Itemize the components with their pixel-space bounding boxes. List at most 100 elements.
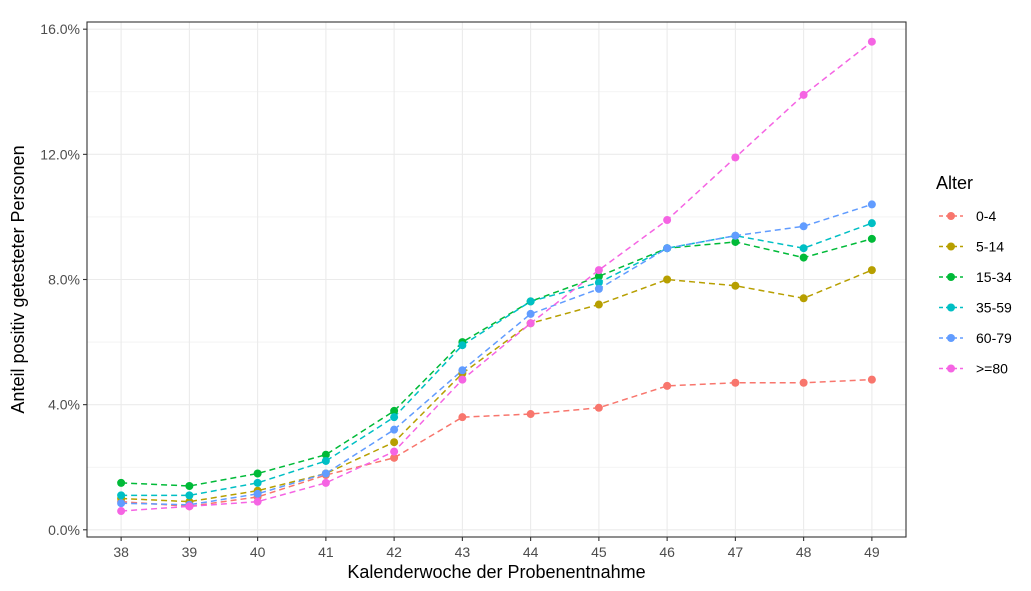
data-point [526, 297, 535, 306]
data-point [594, 266, 603, 275]
data-point [253, 469, 262, 478]
series-line [121, 203, 873, 506]
x-tick-label: 49 [864, 544, 880, 560]
legend-label: >=80 [976, 361, 1008, 377]
data-point [390, 413, 399, 422]
data-point [867, 200, 876, 209]
series-line [121, 222, 873, 497]
data-point [799, 294, 808, 303]
data-point [799, 90, 808, 99]
data-point [117, 478, 126, 487]
data-point [731, 281, 740, 290]
legend: Alter 0-4 5-14 15-34 35-59 60-79 >=80 [936, 173, 1012, 377]
data-point [594, 278, 603, 287]
x-axis-title: Kalenderwoche der Probenentnahme [347, 562, 645, 582]
data-point [731, 153, 740, 162]
data-point [731, 378, 740, 387]
series-lines [121, 41, 873, 512]
x-tick-label: 46 [659, 544, 675, 560]
y-tick-label: 16.0% [40, 21, 80, 37]
data-point [117, 507, 126, 516]
legend-key-point [947, 364, 955, 373]
x-tick-label: 40 [250, 544, 266, 560]
data-point [526, 319, 535, 328]
data-point [117, 499, 126, 508]
legend-label: 0-4 [976, 208, 996, 224]
major-gridlines [87, 22, 906, 537]
x-tick-label: 39 [182, 544, 198, 560]
data-point [867, 266, 876, 275]
legend-key-point [947, 334, 955, 342]
y-tick-label: 12.0% [40, 146, 80, 162]
legend-items: 0-4 5-14 15-34 35-59 60-79 >=80 [939, 208, 1012, 377]
legend-title: Alter [936, 173, 973, 193]
data-point [594, 272, 603, 281]
data-point [321, 469, 330, 478]
data-point [731, 237, 740, 246]
data-point [253, 489, 262, 498]
data-point [253, 497, 262, 506]
x-axis-tick-labels: 38 39 40 41 42 43 44 45 46 47 48 49 [113, 544, 880, 560]
legend-key-point [947, 242, 955, 251]
data-point [390, 425, 399, 434]
x-tick-label: 38 [113, 544, 129, 560]
data-point [117, 491, 126, 500]
series-line [121, 41, 873, 512]
data-point [663, 381, 672, 390]
data-point [663, 244, 672, 253]
y-tick-label: 0.0% [48, 522, 80, 538]
legend-label: 35-59 [976, 300, 1012, 316]
y-tick-label: 8.0% [48, 272, 80, 288]
series-line [121, 378, 872, 508]
x-tick-label: 48 [796, 544, 812, 560]
data-point [594, 300, 603, 309]
data-point [321, 456, 330, 465]
legend-key-point [947, 303, 955, 312]
data-point [799, 244, 808, 253]
y-tick-label: 4.0% [48, 397, 80, 413]
data-point [390, 447, 399, 456]
data-point [458, 413, 467, 422]
data-point [867, 234, 876, 243]
data-point [526, 309, 535, 318]
data-point [185, 491, 194, 500]
x-tick-label: 44 [523, 544, 539, 560]
legend-label: 60-79 [976, 330, 1012, 346]
data-point [390, 438, 399, 447]
data-point [185, 502, 194, 511]
data-point [799, 378, 808, 387]
data-point [799, 253, 808, 262]
data-point [594, 284, 603, 293]
y-axis-tick-labels: 0.0% 4.0% 8.0% 12.0% 16.0% [40, 21, 80, 538]
data-point [799, 222, 808, 231]
series-line [121, 269, 873, 503]
axis-ticks [83, 28, 873, 541]
x-tick-label: 47 [728, 544, 744, 560]
x-tick-label: 43 [455, 544, 471, 560]
data-point [458, 375, 467, 384]
data-point [390, 406, 399, 415]
legend-key-point [947, 212, 955, 220]
data-point [458, 341, 467, 350]
data-point [253, 478, 262, 487]
x-tick-label: 42 [386, 544, 402, 560]
series-line [121, 238, 873, 487]
data-point [867, 219, 876, 228]
minor-gridlines [87, 91, 906, 468]
data-point [185, 482, 194, 491]
series-points [117, 37, 876, 516]
legend-key-point [947, 273, 955, 281]
data-point [663, 275, 672, 284]
data-point [321, 478, 330, 487]
data-point [731, 231, 740, 240]
data-point [594, 403, 603, 412]
data-point [321, 450, 330, 459]
x-tick-label: 41 [318, 544, 334, 560]
y-axis-title: Anteil positiv getesteter Personen [8, 145, 28, 413]
data-point [663, 216, 672, 225]
data-point [867, 375, 876, 384]
data-point [458, 366, 467, 375]
data-point [867, 37, 876, 46]
